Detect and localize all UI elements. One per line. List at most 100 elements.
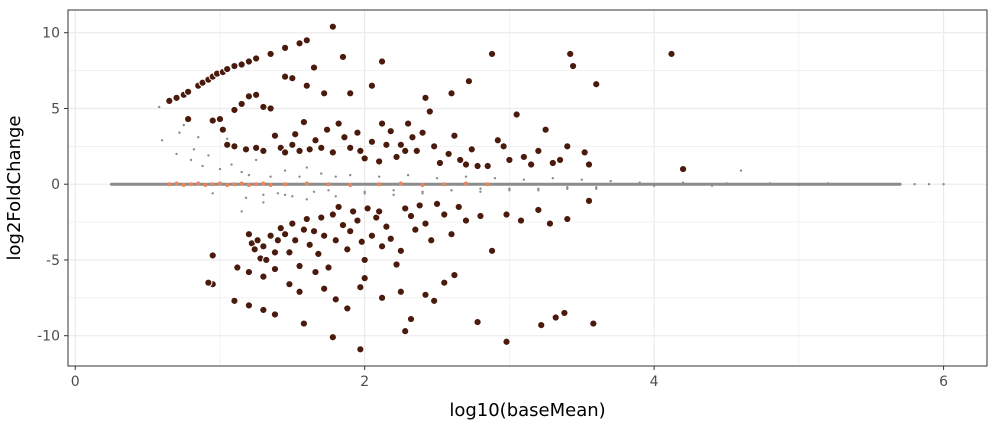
point-non-significant	[244, 196, 248, 200]
point-near-zero-significant	[196, 181, 201, 186]
point-significant	[302, 81, 311, 90]
point-significant	[447, 89, 456, 98]
point-significant	[418, 128, 427, 137]
point-significant	[512, 110, 521, 119]
point-near-zero-significant	[210, 182, 215, 187]
point-significant	[425, 107, 434, 116]
point-significant	[322, 125, 332, 134]
point-non-significant	[768, 182, 772, 185]
point-non-significant	[262, 193, 265, 197]
point-significant	[346, 227, 355, 236]
point-non-significant	[479, 187, 482, 190]
point-significant	[305, 240, 314, 249]
point-near-zero-significant	[254, 182, 259, 187]
point-significant	[276, 224, 285, 233]
point-significant	[483, 161, 492, 171]
point-significant	[237, 99, 246, 109]
point-significant	[259, 102, 268, 112]
point-significant	[334, 202, 343, 212]
point-non-significant	[182, 123, 185, 127]
y-tick-label: -5	[46, 253, 60, 269]
point-non-significant	[580, 178, 583, 181]
point-non-significant	[218, 167, 222, 171]
point-non-significant	[739, 169, 743, 172]
point-significant	[476, 211, 485, 221]
point-significant	[252, 90, 261, 99]
point-significant	[363, 204, 372, 213]
point-near-zero-significant	[377, 182, 382, 187]
point-significant	[360, 274, 369, 283]
point-significant	[411, 225, 420, 234]
y-tick-label: -10	[37, 329, 60, 345]
point-non-significant	[870, 183, 873, 186]
point-significant	[273, 236, 282, 245]
point-near-zero-significant	[463, 181, 468, 186]
point-significant	[589, 319, 598, 328]
y-tick-label: 0	[51, 177, 60, 193]
point-significant	[396, 140, 405, 149]
point-significant	[328, 333, 337, 342]
point-significant	[440, 210, 449, 219]
point-significant	[454, 202, 463, 212]
point-significant	[165, 96, 174, 105]
point-significant	[499, 142, 508, 151]
point-significant	[563, 214, 572, 224]
point-non-significant	[298, 175, 301, 178]
point-significant	[396, 287, 405, 296]
point-significant	[208, 251, 217, 260]
point-significant	[367, 81, 377, 90]
point-significant	[320, 284, 329, 293]
point-significant	[334, 119, 343, 128]
point-non-significant	[406, 173, 410, 177]
point-significant	[346, 89, 355, 98]
point-near-zero-significant	[326, 182, 331, 187]
point-non-significant	[262, 201, 265, 204]
point-significant	[534, 205, 543, 215]
point-non-significant	[812, 183, 815, 186]
point-significant	[392, 260, 401, 269]
point-significant	[259, 305, 268, 315]
point-significant	[320, 231, 329, 240]
point-significant	[331, 236, 340, 245]
point-significant	[280, 230, 290, 239]
point-significant	[302, 36, 311, 45]
point-significant	[360, 154, 369, 163]
significant-points	[165, 22, 688, 354]
point-non-significant	[508, 189, 511, 192]
point-non-significant	[783, 183, 786, 186]
point-significant	[311, 267, 320, 277]
point-significant	[580, 148, 589, 157]
point-non-significant	[493, 176, 497, 180]
point-significant	[505, 155, 514, 165]
point-near-zero-significant	[348, 182, 353, 187]
y-axis: 10 5 0 -5 -10	[37, 26, 68, 345]
point-non-significant	[192, 148, 196, 151]
point-significant	[560, 308, 569, 318]
point-non-significant	[392, 189, 395, 192]
point-significant	[430, 142, 439, 151]
point-near-zero-significant	[225, 182, 230, 187]
point-significant	[331, 295, 340, 304]
point-near-zero-significant	[283, 182, 288, 187]
point-non-significant	[566, 187, 569, 190]
point-significant	[288, 219, 297, 228]
point-significant	[386, 127, 395, 136]
point-significant	[184, 87, 193, 96]
point-non-significant	[276, 192, 280, 195]
point-significant	[320, 89, 329, 98]
point-significant	[343, 304, 352, 313]
point-non-significant	[551, 176, 555, 180]
point-significant	[667, 49, 676, 59]
point-non-significant	[160, 139, 164, 142]
point-significant	[215, 114, 225, 124]
point-significant	[270, 310, 280, 319]
point-significant	[299, 118, 309, 127]
point-significant	[382, 222, 391, 231]
point-non-significant	[522, 178, 526, 181]
point-significant	[295, 146, 304, 155]
point-significant	[266, 231, 275, 240]
point-significant	[537, 320, 546, 330]
point-non-significant	[884, 183, 887, 186]
point-significant	[456, 155, 465, 165]
